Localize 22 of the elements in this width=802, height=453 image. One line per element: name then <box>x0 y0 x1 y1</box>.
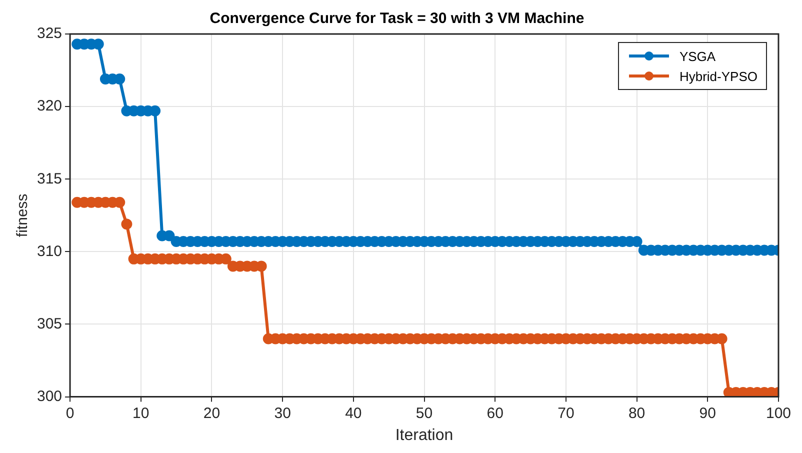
y-axis-title: fitness <box>14 194 32 238</box>
chart-title: Convergence Curve for Task = 30 with 3 VM Machine <box>210 10 584 28</box>
y-tick-label: 300 <box>36 388 62 405</box>
x-tick-label: 80 <box>628 404 646 422</box>
x-axis-title: Iteration <box>395 426 454 444</box>
legend-label: Hybrid-YPSO <box>679 68 758 84</box>
y-tick-label: 320 <box>36 98 62 115</box>
x-tick-label: 10 <box>132 404 150 422</box>
legend-label: YSGA <box>679 48 716 64</box>
y-tick-label: 305 <box>36 315 62 332</box>
x-tick-label: 70 <box>558 404 574 422</box>
x-tick-label: 100 <box>766 404 791 422</box>
y-tick-label: 325 <box>36 25 62 42</box>
x-tick-label: 20 <box>203 404 220 422</box>
x-tick-label: 90 <box>699 404 716 422</box>
y-tick-label: 315 <box>36 170 62 188</box>
x-tick-label: 40 <box>345 404 362 422</box>
y-tick-label: 310 <box>36 242 62 260</box>
x-tick-label: 50 <box>416 404 433 422</box>
x-tick-label: 30 <box>274 404 291 422</box>
x-tick-label: 0 <box>66 404 74 422</box>
x-tick-label: 60 <box>486 404 504 422</box>
